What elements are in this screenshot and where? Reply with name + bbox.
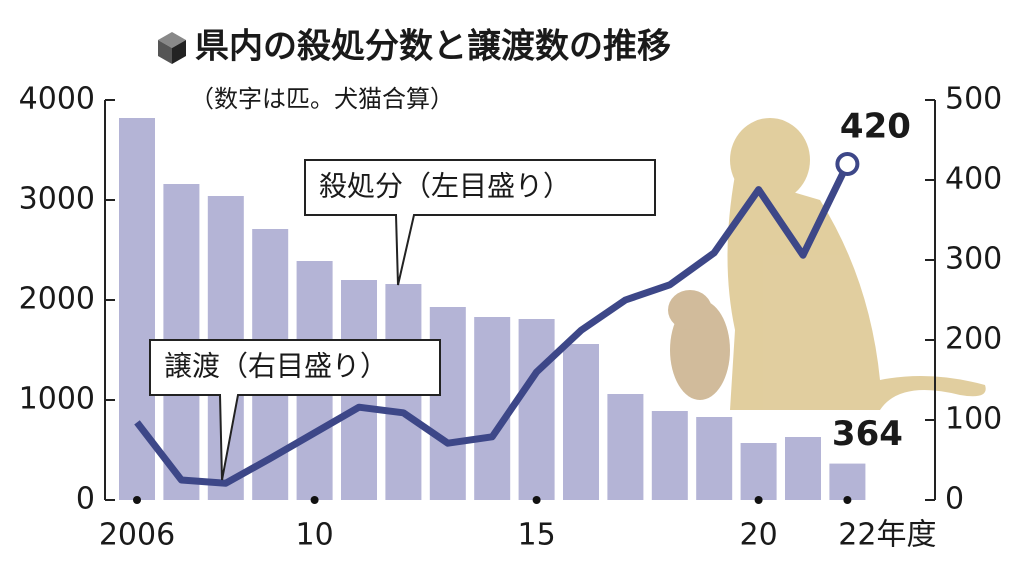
y2-tick-label: 400 xyxy=(945,162,1002,197)
legend-label: 殺処分（左目盛り） xyxy=(319,170,571,203)
bar xyxy=(429,307,466,500)
callout-box xyxy=(149,339,441,481)
line-end-marker xyxy=(835,152,860,176)
x-tick-label: 2006 xyxy=(99,518,175,553)
bar xyxy=(696,417,733,500)
x-tick-label: 20 xyxy=(740,518,778,553)
y-tick-label: 0 xyxy=(76,482,95,517)
x-tick-dot xyxy=(532,496,541,504)
chart-title: 県内の殺処分数と譲渡数の推移 xyxy=(195,27,671,67)
legend-label: 譲渡（右目盛り） xyxy=(164,350,388,383)
line xyxy=(134,162,851,487)
chart-subtitle: （数字は匹。犬猫合算） xyxy=(190,85,454,113)
bar xyxy=(785,437,821,500)
y2-tick-label: 0 xyxy=(945,482,964,517)
y2-tick-label: 500 xyxy=(945,82,1002,117)
x-tick-label: 10 xyxy=(296,518,334,553)
pet-silhouette xyxy=(668,118,986,410)
x-tick-dot xyxy=(310,496,319,504)
x-tick-label: 22年度 xyxy=(838,518,936,553)
y-tick-label: 2000 xyxy=(19,282,95,317)
y-tick-label: 4000 xyxy=(19,82,95,117)
value-label: 420 xyxy=(840,107,911,147)
y2-tick-label: 100 xyxy=(945,402,1002,437)
y-tick-label: 1000 xyxy=(19,382,95,417)
bar xyxy=(740,443,777,500)
value-label: 364 xyxy=(832,414,903,454)
x-tick-dot xyxy=(133,496,141,504)
bar xyxy=(518,319,555,500)
bar xyxy=(607,394,644,500)
callout-box xyxy=(304,159,656,286)
y-tick-label: 3000 xyxy=(19,182,95,217)
y2-tick-label: 300 xyxy=(945,242,1002,277)
bar xyxy=(829,463,866,500)
bar xyxy=(474,317,511,500)
x-tick-dot xyxy=(754,496,763,504)
x-tick-label: 15 xyxy=(518,518,556,553)
x-tick-dot xyxy=(843,496,852,504)
bar xyxy=(651,411,688,500)
title-icon xyxy=(158,32,186,64)
bar xyxy=(563,344,599,500)
y2-tick-label: 200 xyxy=(945,322,1002,357)
